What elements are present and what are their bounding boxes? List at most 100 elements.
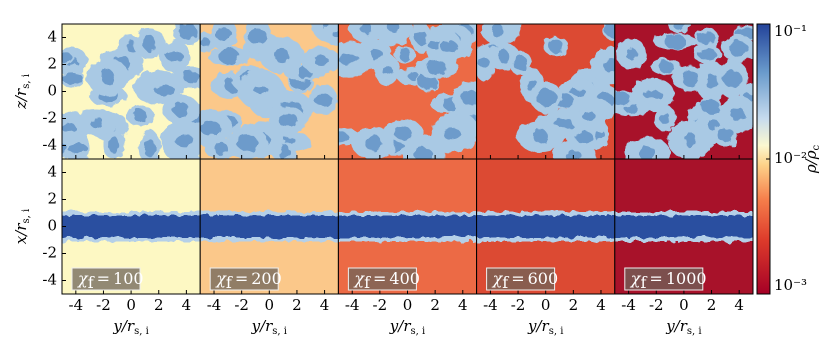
cloud-core [603, 24, 615, 38]
cloud-core [697, 48, 717, 60]
cloud-core [399, 47, 411, 62]
cloud-stripe [614, 215, 753, 238]
colorbar-tick-label: 10⁻¹ [774, 22, 807, 40]
x-tick-label: -4 [621, 296, 636, 314]
cloud-core [717, 127, 734, 142]
cloud-core [313, 93, 333, 106]
label-main: ρ/ρ [802, 150, 820, 174]
panel [614, 24, 753, 159]
label-box [624, 267, 704, 291]
cloud-blob [591, 46, 615, 85]
cloud-core [215, 28, 233, 41]
x-tick-label: 2 [430, 296, 440, 314]
x-axis-label: y/rs, i [251, 317, 287, 337]
cloud [476, 24, 615, 159]
cloud-core [200, 38, 211, 47]
cloud-core [408, 71, 420, 81]
cloud-core [338, 53, 360, 65]
label-main: y/r [112, 317, 135, 335]
cloud-core [338, 131, 349, 143]
cloud-core [178, 24, 197, 41]
label-main: z/r [12, 88, 30, 110]
x-tick-label: -4 [345, 296, 360, 314]
cloud-core [62, 52, 73, 63]
label-subscript: f [502, 273, 509, 292]
cloud-core [639, 146, 657, 159]
label-symbol: χ [353, 269, 365, 288]
cloud-core [575, 131, 594, 144]
x-tick-label: -2 [649, 296, 664, 314]
cloud [62, 211, 201, 242]
y-tick-label: 4 [47, 28, 57, 46]
x-axis-label: y/rs, i [112, 317, 148, 337]
cloud-core [673, 24, 685, 31]
cloud-core [442, 128, 461, 140]
cloud-core [685, 132, 696, 148]
cloud-core [512, 55, 529, 71]
cloud-core [614, 91, 631, 106]
label-relation: = [97, 269, 110, 288]
y-tick-label: -4 [42, 136, 57, 154]
label-symbol: χ [77, 269, 89, 288]
label-main: x/r [12, 223, 30, 245]
label-box [71, 267, 141, 291]
cloud-core [236, 135, 259, 152]
cloud-stripe [62, 215, 201, 238]
x-tick-label: 2 [292, 296, 302, 314]
label-box [347, 267, 417, 291]
cloud-core [365, 134, 382, 152]
cloud-core [277, 113, 299, 127]
cloud-core [426, 60, 447, 76]
cloud-stripe [476, 215, 615, 238]
x-tick-label: -2 [96, 296, 111, 314]
colorbar-tick-label: 10⁻³ [774, 276, 807, 294]
cloud-core [218, 48, 240, 65]
label-box [209, 267, 279, 291]
panel [338, 24, 477, 159]
cloud-core [183, 71, 201, 84]
label-sub: c [811, 144, 822, 150]
y-tick-label: -4 [42, 271, 57, 289]
cloud-core [440, 40, 459, 54]
x-tick-label: 2 [569, 296, 579, 314]
cloud-core [215, 141, 228, 156]
cloud-stripe [200, 215, 339, 238]
x-tick-label: 0 [265, 296, 275, 314]
cloud-core [62, 123, 78, 133]
cloud [614, 24, 753, 159]
x-tick-label: 4 [596, 296, 606, 314]
cloud [614, 211, 753, 242]
cloud-core [165, 52, 185, 61]
cloud-core [533, 129, 548, 144]
y-axis-label: z/rs, i [12, 74, 32, 110]
y-axis-label: x/rs, i [12, 209, 32, 244]
cloud [338, 24, 477, 159]
x-axis-label: y/rs, i [527, 317, 563, 337]
cloud-core [682, 70, 699, 87]
cloud-stripe [338, 215, 477, 238]
x-tick-label: 0 [126, 296, 136, 314]
cloud-core [143, 139, 157, 158]
label-relation: = [235, 269, 248, 288]
label-sub: s, i [687, 326, 702, 337]
cloud-core [731, 106, 745, 122]
cloud-core [393, 127, 413, 140]
x-tick-label: 2 [154, 296, 164, 314]
y-tick-label: -2 [42, 244, 57, 262]
panel-label: χf = 400 [353, 269, 420, 292]
cloud-core [143, 34, 156, 53]
cloud-core [548, 38, 563, 53]
cloud-blob [321, 24, 339, 46]
x-tick-label: 4 [734, 296, 744, 314]
label-relation: = [373, 269, 386, 288]
cloud-core [723, 70, 743, 88]
cloud [200, 24, 339, 159]
cloud-core [174, 134, 194, 147]
cloud-core [461, 90, 477, 106]
x-tick-label: 0 [541, 296, 551, 314]
cloud-core [603, 58, 615, 73]
label-symbol: χ [492, 269, 504, 288]
cloud-core [658, 60, 674, 73]
label-subscript: f [226, 273, 233, 292]
cloud-blob [373, 24, 413, 46]
